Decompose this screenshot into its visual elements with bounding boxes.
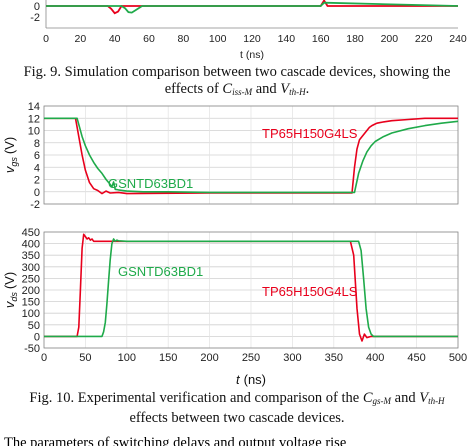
annotation-gsntd63bd1: GSNTD63BD1 (108, 176, 193, 191)
y-tick-label: -2 (30, 12, 40, 24)
x-tick-label: 80 (177, 33, 189, 45)
x-tick-label: 220 (415, 33, 433, 45)
y-tick-label: 10 (28, 126, 40, 138)
y-tick-label: 200 (22, 285, 40, 297)
y-tick-label: 150 (22, 297, 40, 309)
y-axis-label-vgs: vgs(V) (2, 137, 19, 173)
y-tick-label: 400 (22, 239, 40, 251)
fig9-caption-line2: effects of Ciss-M and Vth-H. (164, 81, 310, 97)
body-text-fragment: The parameters of switching delays and o… (4, 435, 347, 446)
y-tick-label: 100 (22, 308, 40, 320)
series-line-1 (46, 1, 459, 14)
y-tick-label: 12 (28, 113, 40, 125)
y-tick-label: 0 (34, 331, 40, 343)
y-tick-label: -50 (24, 343, 40, 355)
fig10-chart: 14121086420-2vgs(V)TP65H150G4LSGSNTD63BD… (2, 101, 467, 387)
y-tick-label: 50 (28, 320, 40, 332)
y-tick-label: 0 (34, 1, 40, 13)
annotation-gsntd63bd1: GSNTD63BD1 (118, 264, 203, 279)
x-tick-label: 180 (346, 33, 364, 45)
x-tick-label: 450 (407, 352, 425, 364)
fig10-caption: Fig. 10. Experimental verification and c… (0, 390, 474, 427)
x-tick-label: 240 (449, 33, 467, 45)
y-tick-label: 350 (22, 250, 40, 262)
series-line-gsntd63bd1 (44, 117, 459, 194)
y-tick-label: 2 (34, 175, 40, 187)
y-axis-label-vds: vds(V) (2, 272, 19, 308)
x-axis-label: t (ns) (240, 49, 264, 61)
x-tick-label: 0 (41, 352, 47, 364)
plot-frame (43, 231, 459, 349)
x-tick-label: 200 (200, 352, 218, 364)
y-tick-label: 300 (22, 262, 40, 274)
x-tick-label: 200 (381, 33, 399, 45)
x-tick-label: 20 (74, 33, 86, 45)
plot-frame (43, 105, 459, 205)
fig9-caption-line1: Fig. 9. Simulation comparison between tw… (23, 64, 451, 80)
x-tick-label: 150 (159, 352, 177, 364)
y-tick-label: 6 (34, 150, 40, 162)
fig10-caption-line2: effects between two cascade devices. (129, 410, 345, 426)
series-line-tp65h150g4ls (44, 117, 458, 195)
fig9-caption: Fig. 9. Simulation comparison between tw… (0, 64, 474, 101)
y-tick-label: 0 (34, 187, 40, 199)
x-tick-label: 100 (209, 33, 227, 45)
y-tick-label: 4 (34, 162, 40, 174)
x-tick-label: 140 (278, 33, 296, 45)
y-tick-label: 250 (22, 273, 40, 285)
fig10-caption-line1: Fig. 10. Experimental verification and c… (29, 390, 445, 406)
x-tick-label: 400 (366, 352, 384, 364)
x-tick-label: 0 (43, 33, 49, 45)
x-tick-label: 40 (109, 33, 121, 45)
x-tick-label: 250 (242, 352, 260, 364)
y-tick-label: 8 (34, 138, 40, 150)
x-tick-label: 350 (325, 352, 343, 364)
x-tick-label: 100 (118, 352, 136, 364)
annotation-tp65h150g4ls: TP65H150G4LS (262, 126, 358, 141)
x-tick-label: 500 (449, 352, 467, 364)
x-tick-label: 50 (79, 352, 91, 364)
annotation-tp65h150g4ls: TP65H150G4LS (262, 284, 358, 299)
fig9-chart: 0-20 20 40 60 80 100 120 140 160 180 200 220 240 t (n… (30, 0, 467, 61)
y-tick-label: 14 (28, 101, 40, 113)
x-tick-label: 160 (312, 33, 330, 45)
y-tick-label: 450 (22, 227, 40, 239)
x-tick-label: 300 (283, 352, 301, 364)
series-line-gsntd63bd1 (44, 238, 458, 338)
x-axis-label-time: t (ns) (236, 372, 266, 387)
x-tick-label: 60 (143, 33, 155, 45)
x-tick-label: 120 (243, 33, 261, 45)
y-tick-label: -2 (30, 199, 40, 211)
